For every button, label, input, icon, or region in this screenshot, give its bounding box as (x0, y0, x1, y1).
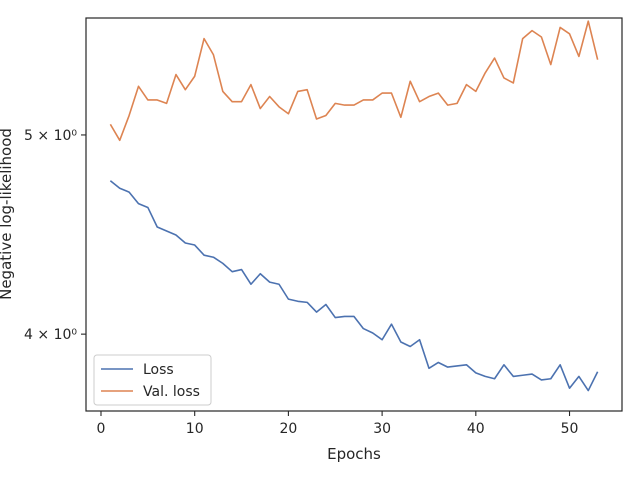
x-tick-label: 20 (279, 421, 297, 437)
y-axis-label: Negative log-likelihood (0, 128, 15, 300)
x-tick-label: 50 (561, 421, 579, 437)
series-line-val-loss (109, 20, 599, 142)
plot-frame (85, 17, 623, 412)
series-lines (109, 20, 599, 392)
series-line-loss (109, 180, 599, 392)
x-axis-ticks: 0 10 20 30 40 50 (97, 411, 579, 437)
legend: Loss Val. loss (93, 354, 212, 406)
y-tick-label: 5 × 10⁰ (24, 128, 77, 144)
x-tick-label: 40 (467, 421, 485, 437)
x-axis-label: Epochs (327, 445, 381, 463)
x-tick-label: 30 (373, 421, 391, 437)
legend-label-loss: Loss (143, 362, 174, 378)
legend-box (93, 354, 212, 406)
y-axis-ticks: 4 × 10⁰ 5 × 10⁰ (24, 128, 86, 343)
legend-label-val-loss: Val. loss (143, 384, 200, 400)
y-tick-label: 4 × 10⁰ (24, 327, 77, 343)
x-tick-label: 0 (97, 421, 106, 437)
x-tick-label: 10 (186, 421, 204, 437)
plot-background (86, 18, 622, 411)
